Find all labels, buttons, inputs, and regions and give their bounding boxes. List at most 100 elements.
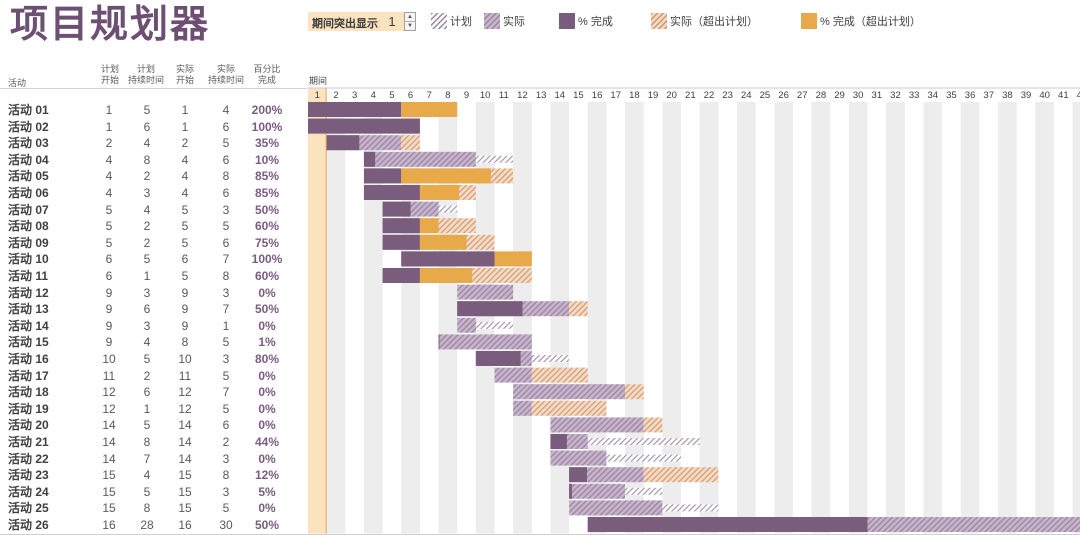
plan-start-cell: 14	[102, 418, 116, 433]
plan-duration-cell: 7	[143, 451, 151, 466]
activity-name: 活动 21	[8, 435, 49, 449]
plan-start-cell: 4	[105, 169, 113, 184]
actual-bar	[569, 483, 626, 499]
actual-start-cell: 15	[178, 501, 192, 516]
period-stripe	[699, 102, 719, 534]
plan-start-cell: 4	[105, 186, 113, 200]
actual-duration-cell: 6	[222, 119, 230, 134]
column-header-actual-start: 实际 开始	[171, 64, 199, 86]
activity-name: 活动 18	[8, 385, 49, 400]
percent-complete-cell: 50%	[254, 518, 280, 532]
actual-duration-cell: 5	[222, 368, 230, 383]
plan-start-cell: 5	[105, 219, 113, 234]
actual-bar	[569, 467, 644, 483]
period-number: 35	[946, 90, 957, 101]
column-header-activity: 活动	[8, 78, 27, 88]
activity-name: 活动 13	[8, 302, 49, 317]
plan-duration-cell: 3	[143, 285, 151, 300]
actual-start-cell: 14	[178, 418, 192, 433]
actual-duration-cell: 8	[222, 169, 230, 184]
header-line: 计划	[100, 64, 119, 74]
period-number: 20	[666, 90, 677, 101]
actual-start-cell: 6	[181, 252, 189, 267]
period-number: 38	[1002, 90, 1013, 101]
header-line: 百分比	[253, 64, 281, 74]
complete-over-bar	[494, 251, 532, 267]
legend-actual-over-label: 实际（超出计划）	[670, 16, 758, 28]
period-number: 3	[352, 90, 357, 101]
legend-complete: % 完成	[559, 12, 613, 30]
plan-start-cell: 4	[105, 152, 113, 167]
plan-duration-cell: 8	[143, 152, 151, 167]
plan-duration-cell: 4	[143, 468, 151, 483]
percent-complete-cell: 60%	[254, 219, 280, 234]
period-stripe	[513, 102, 532, 534]
complete-bar	[308, 118, 420, 134]
column-header-plan-duration: 计划 持续时间	[127, 64, 165, 86]
activity-name: 活动 10	[8, 252, 49, 267]
percent-complete-cell: 44%	[254, 435, 280, 449]
activity-name: 活动 01	[8, 103, 49, 117]
complete-bar	[401, 251, 495, 267]
actual-duration-cell: 8	[222, 468, 230, 483]
legend-plan-label: 计划	[450, 16, 472, 28]
actual-bar	[438, 334, 532, 350]
period-highlight-input[interactable]: 1	[380, 12, 404, 31]
plan-duration-cell: 6	[143, 302, 151, 317]
period-number: 36	[965, 90, 976, 101]
period-spinner[interactable]: ▲ ▼	[404, 12, 416, 31]
period-stripe	[326, 102, 346, 534]
plan-start-cell: 9	[105, 318, 113, 333]
complete-over-bar	[401, 102, 458, 117]
actual-duration-cell: 3	[222, 484, 230, 499]
period-number: 30	[853, 90, 864, 101]
actual-start-cell: 12	[178, 401, 192, 416]
activity-name: 活动 02	[8, 119, 49, 134]
plan-duration-cell: 5	[143, 252, 151, 267]
period-number: 14	[554, 90, 565, 101]
header-line: 实际	[175, 64, 194, 74]
activity-name: 活动 20	[8, 418, 49, 433]
actual-start-cell: 14	[178, 451, 192, 466]
complete-bar	[569, 483, 572, 499]
spin-up-icon[interactable]: ▲	[405, 13, 415, 22]
actual-duration-cell: 6	[222, 186, 230, 200]
actual-duration-cell: 4	[222, 103, 230, 117]
activity-name: 活动 11	[8, 269, 49, 283]
actual-duration-cell: 5	[222, 335, 230, 350]
legend-plan: 计划	[431, 12, 472, 30]
percent-complete-cell: 50%	[254, 202, 280, 217]
header-line: 实际	[216, 64, 235, 74]
period-number: 28	[816, 90, 827, 101]
actual-start-cell: 4	[181, 152, 189, 167]
plan-duration-cell: 4	[143, 136, 151, 151]
actual-over-bar	[531, 400, 607, 416]
actual-bar	[513, 400, 532, 416]
actual-over-bar	[643, 417, 663, 433]
period-stripe	[848, 102, 868, 534]
header-line: 持续时间	[207, 75, 244, 85]
plan-duration-cell: 4	[143, 202, 151, 217]
actual-start-cell: 4	[181, 169, 189, 184]
period-number: 10	[480, 90, 491, 101]
plan-start-cell: 12	[102, 401, 116, 416]
period-number: 18	[629, 90, 640, 101]
spin-down-icon[interactable]: ▼	[407, 23, 413, 29]
complete-bar	[438, 334, 440, 350]
period-stripe	[811, 102, 831, 534]
plan-duration-cell: 5	[143, 103, 151, 117]
complete-bar	[308, 102, 402, 117]
actual-start-cell: 1	[181, 119, 189, 134]
header-line: 计划	[136, 64, 155, 74]
complete-bar	[475, 351, 521, 366]
period-number: 31	[872, 90, 883, 101]
plan-start-cell: 11	[102, 368, 116, 383]
period-number: 6	[408, 90, 413, 101]
actual-start-cell: 15	[178, 484, 192, 499]
percent-complete-cell: 0%	[258, 418, 276, 433]
period-stripe	[998, 102, 1017, 534]
complete-over-bar	[419, 268, 473, 283]
percent-complete-cell: 0%	[258, 318, 276, 333]
period-number: 39	[1021, 90, 1032, 101]
plan-swatch-icon	[431, 13, 447, 29]
